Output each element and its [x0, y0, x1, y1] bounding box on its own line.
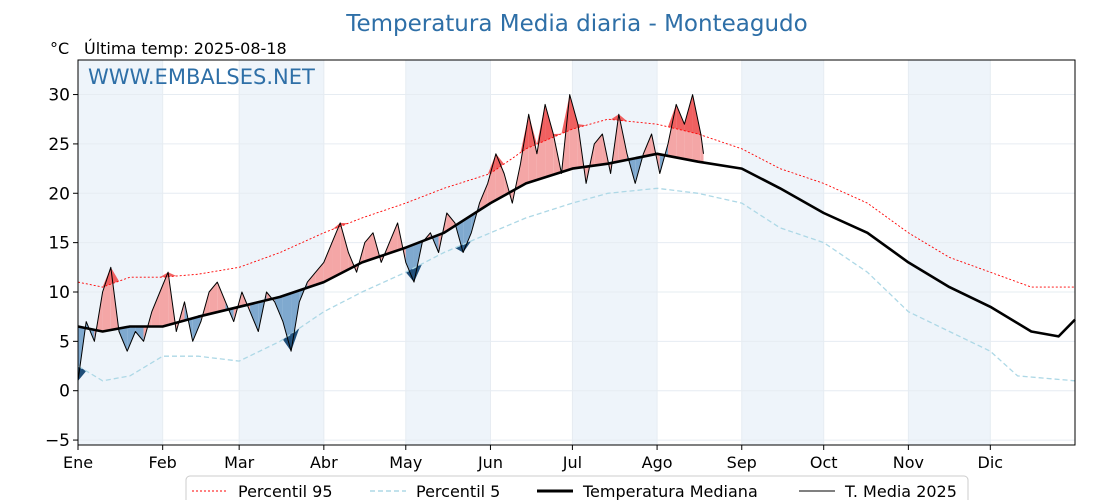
x-tick-label: Nov	[893, 453, 924, 472]
series-line-percentil-5	[77, 187, 1076, 382]
fill-above-p95	[700, 134, 704, 136]
fill-above-p95	[536, 104, 546, 145]
series-lines	[77, 94, 1076, 382]
month-band-Mar	[239, 60, 324, 445]
fill-below-p5	[291, 328, 300, 352]
fill-above-p95	[332, 222, 341, 230]
x-tick-label: May	[389, 453, 422, 472]
fill-below-median	[135, 326, 144, 342]
fill-above-p95	[520, 114, 529, 153]
month-band-Jul	[572, 60, 658, 445]
month-band-Ene	[78, 60, 163, 445]
y-tick-label: 0	[59, 382, 70, 402]
fill-above-p95	[577, 124, 587, 128]
fill-above-p95	[561, 94, 570, 134]
y-axis: −5 0 5 10 15 20 25 30	[45, 86, 78, 451]
fill-above-median	[307, 272, 316, 288]
fill-below-median	[192, 316, 201, 342]
fill-above-median	[151, 291, 160, 327]
fill-above-p95	[684, 94, 693, 133]
y-tick-label: 25	[48, 135, 70, 155]
fill-below-median	[250, 302, 259, 332]
fill-above-p95	[487, 153, 496, 175]
y-tick-label: 10	[48, 283, 70, 303]
fill-above-median	[315, 262, 324, 285]
x-tick-label: Ene	[63, 453, 93, 472]
legend: Percentil 95 Percentil 5 Temperatura Med…	[185, 475, 969, 500]
x-tick-label: Jul	[562, 453, 582, 472]
fill-above-median	[323, 242, 333, 283]
x-tick-label: Mar	[224, 453, 255, 472]
fill-below-median	[274, 295, 283, 322]
x-tick-label: Abr	[310, 453, 338, 472]
fill-above-median	[389, 222, 398, 254]
x-axis: Ene Feb Mar Abr May Jun Jul Ago Sep Oct Nov Dic	[63, 445, 1003, 472]
fill-below-p5	[282, 333, 292, 352]
month-band-Nov	[908, 60, 991, 445]
fill-above-median	[332, 222, 341, 278]
fill-above-p95	[676, 104, 685, 131]
fill-above-median	[340, 222, 349, 274]
chart-title: Temperatura Media diaria - Monteagudo	[345, 11, 807, 37]
legend-label-t2025: T. Media 2025	[844, 482, 957, 500]
month-bands	[78, 60, 991, 445]
fill-above-median	[159, 272, 169, 327]
unit-label: °C	[50, 39, 69, 58]
legend-label-p95: Percentil 95	[238, 482, 333, 500]
x-tick-label: Sep	[727, 453, 757, 472]
legend-label-median: Temperatura Mediana	[582, 482, 758, 500]
x-tick-label: Ago	[642, 453, 673, 472]
y-tick-label: 15	[48, 234, 70, 254]
fill-above-median	[479, 183, 488, 211]
y-tick-label: −5	[45, 431, 70, 451]
y-tick-label: 5	[59, 332, 70, 352]
plot-frame	[77, 59, 1076, 446]
watermark: WWW.EMBALSES.NET	[88, 65, 315, 89]
fill-above-p95	[610, 114, 619, 121]
fill-above-p95	[618, 114, 628, 122]
fill-below-median	[127, 326, 136, 352]
y-tick-label: 20	[48, 184, 70, 204]
fill-below-p5	[413, 263, 423, 283]
x-tick-label: Oct	[810, 453, 838, 472]
x-tick-label: Dic	[978, 453, 1004, 472]
x-tick-label: Jun	[477, 453, 503, 472]
legend-box	[185, 475, 969, 500]
legend-label-p5: Percentil 5	[416, 482, 500, 500]
x-tick-label: Feb	[149, 453, 177, 472]
series-line-temperatura-mediana	[77, 152, 1076, 338]
fill-above-median	[217, 282, 226, 313]
last-temp-label: Última temp: 2025-08-18	[84, 39, 287, 58]
fill-above-p95	[668, 104, 677, 129]
series-line-percentil-95	[77, 118, 1075, 288]
fill-above-p95	[168, 272, 177, 277]
fill-above-median	[364, 232, 374, 262]
series-line-t-media-2025	[77, 94, 704, 381]
fill-below-p5	[78, 366, 87, 381]
month-band-Sep	[741, 60, 824, 445]
y-tick-label: 30	[48, 86, 70, 106]
